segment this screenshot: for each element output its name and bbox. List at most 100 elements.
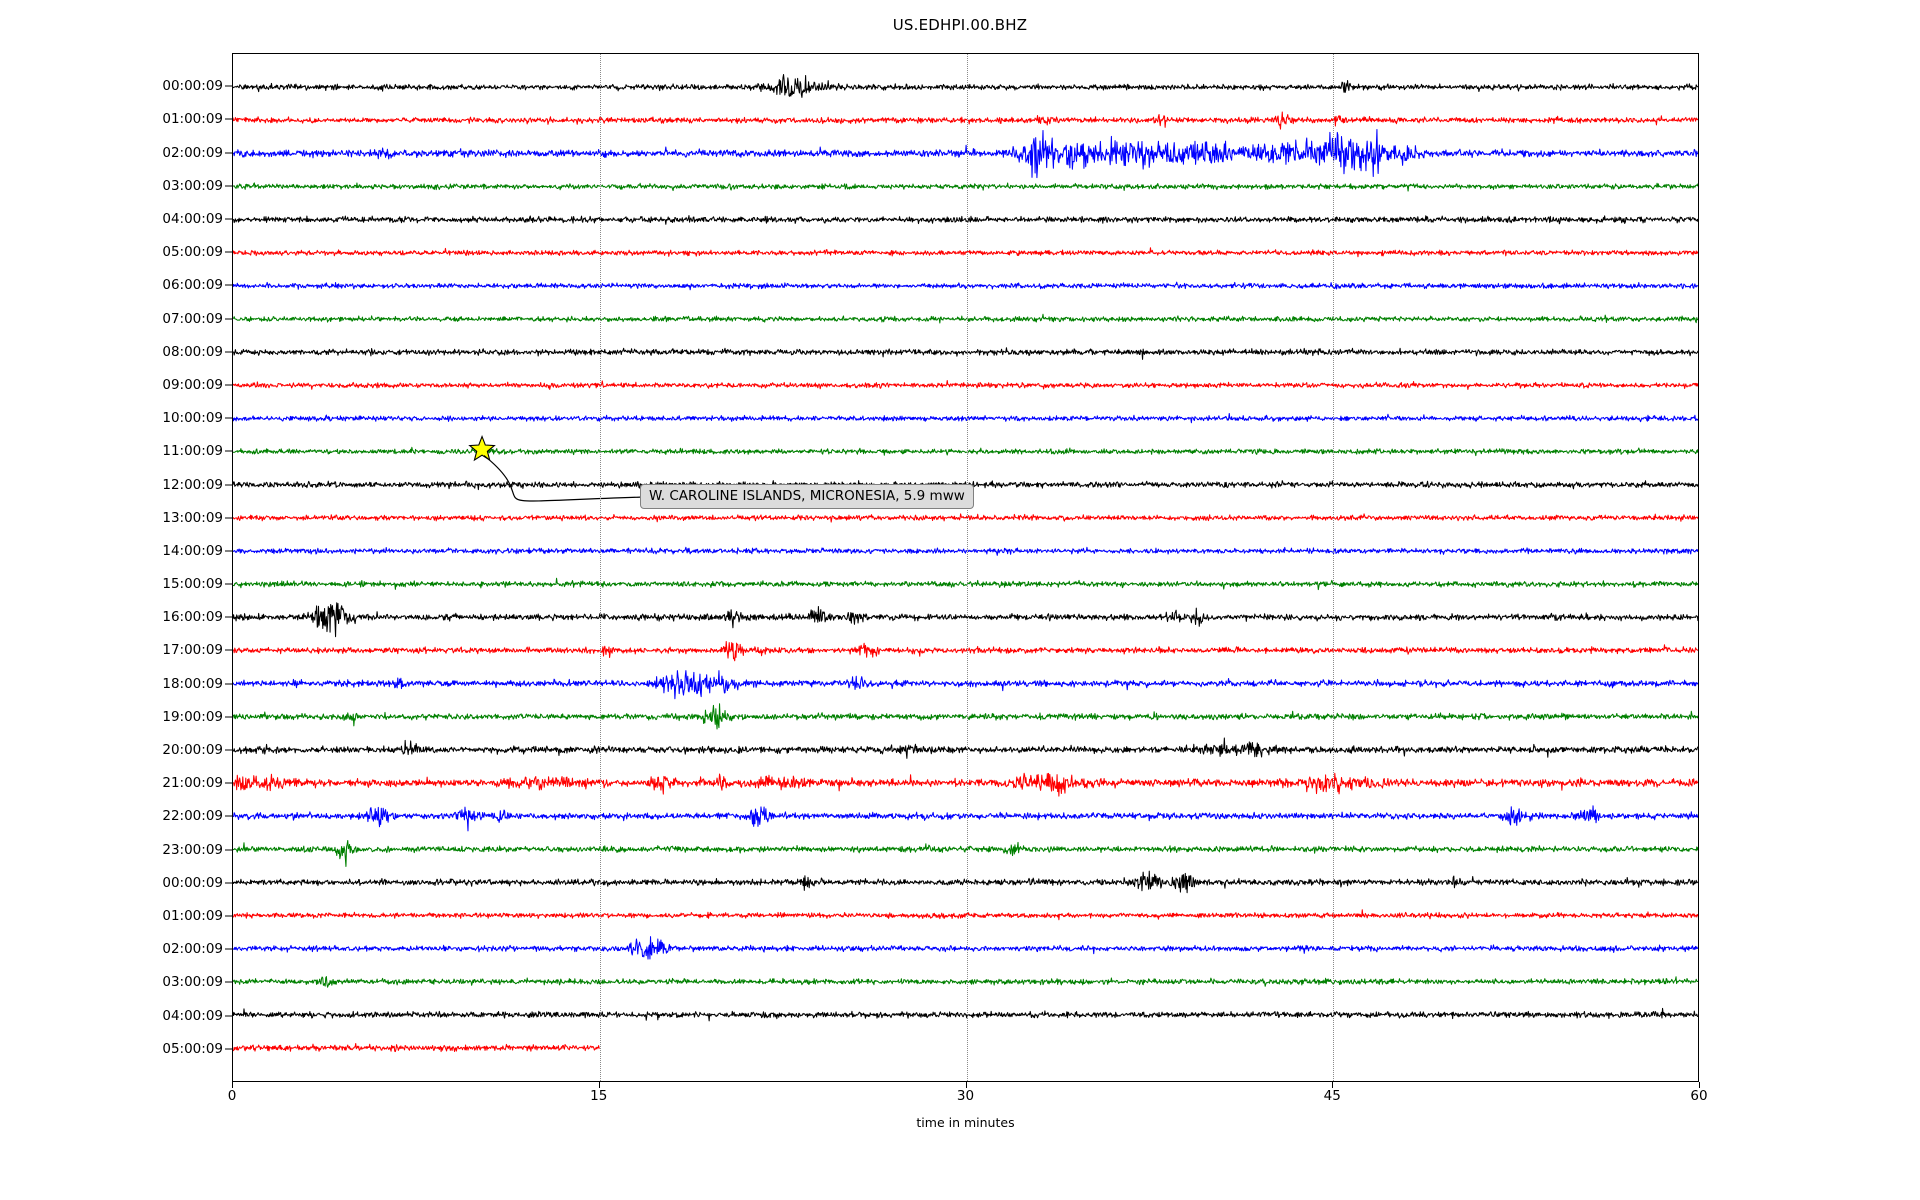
y-axis-tick-mark [225,849,232,851]
plot-area [232,53,1699,1082]
x-axis-tick-mark [1699,1082,1700,1088]
trace-row-19 [233,703,1698,730]
y-axis-tick-label: 07:00:09 [162,310,223,327]
gridline-minute-30 [966,54,968,1081]
y-axis-tick-label: 08:00:09 [162,343,223,360]
y-axis-tick-label: 05:00:09 [162,1040,223,1057]
y-axis-tick-mark [225,815,232,817]
trace-row-4 [233,215,1698,225]
gridline-minute-15 [599,54,601,1081]
y-axis-tick-label: 12:00:09 [162,476,223,493]
y-axis-tick-label: 09:00:09 [162,376,223,393]
trace-row-24 [233,870,1698,894]
trace-row-25 [233,909,1698,921]
y-axis-tick-label: 04:00:09 [162,210,223,227]
y-axis-tick-label: 13:00:09 [162,509,223,526]
x-axis-tick-label: 15 [590,1088,608,1104]
y-axis-tick-label: 04:00:09 [162,1007,223,1024]
trace-row-28 [233,1007,1698,1022]
x-axis-tick-label: 45 [1323,1088,1341,1104]
trace-row-3 [233,182,1698,192]
y-axis-tick-mark [225,251,232,253]
trace-row-7 [233,313,1698,324]
plot-inner [233,54,1698,1081]
y-axis-tick-mark [225,948,232,950]
trace-row-5 [233,247,1698,258]
event-annotation-label[interactable]: W. CAROLINE ISLANDS, MICRONESIA, 5.9 mww [640,484,974,510]
y-axis-tick-label: 20:00:09 [162,742,223,759]
y-axis-tick-mark [225,284,232,286]
y-axis-tick-label: 01:00:09 [162,111,223,128]
y-axis-tick-mark [225,716,232,718]
trace-row-17 [233,641,1698,662]
y-axis-tick-mark [225,915,232,917]
y-axis-tick-mark [225,749,232,751]
y-axis-tick-label: 01:00:09 [162,908,223,925]
y-axis-tick-label: 17:00:09 [162,642,223,659]
y-axis-tick-mark [225,185,232,187]
seismogram-traces [233,74,1698,1053]
y-axis-tick-mark [225,450,232,452]
y-axis-tick-label: 15:00:09 [162,576,223,593]
y-axis-tick-label: 00:00:09 [162,874,223,891]
y-axis-tick-label: 11:00:09 [162,443,223,460]
trace-row-26 [233,936,1698,960]
y-axis-tick-mark [225,351,232,353]
y-axis-tick-mark [225,1015,232,1017]
y-axis-tick-label: 02:00:09 [162,144,223,161]
page-title: US.EDHPI.00.BHZ [892,16,1028,34]
x-axis-label: time in minutes [916,1115,1015,1130]
trace-row-22 [233,805,1698,832]
trace-row-1 [233,111,1698,130]
trace-row-10 [233,412,1698,424]
trace-row-15 [233,577,1698,591]
x-axis-tick-label: 60 [1690,1088,1708,1104]
y-axis-tick-mark [225,683,232,685]
y-axis-tick-mark [225,118,232,120]
trace-row-9 [233,380,1698,390]
x-axis-tick-mark [232,1082,233,1088]
y-axis-tick-label: 03:00:09 [162,177,223,194]
y-axis-tick-label: 22:00:09 [162,808,223,825]
y-axis-tick-mark [225,384,232,386]
y-axis-tick-label: 03:00:09 [162,974,223,991]
star-marker[interactable] [468,435,496,462]
y-axis-tick-mark [225,550,232,552]
trace-row-12 [233,480,1698,491]
trace-row-20 [233,737,1698,759]
trace-row-0 [233,74,1698,98]
y-axis-tick-mark [225,152,232,154]
trace-row-13 [233,513,1698,523]
y-axis-tick-label: 14:00:09 [162,542,223,559]
trace-row-18 [233,670,1698,700]
y-axis-tick-mark [225,882,232,884]
gridline-minute-45 [1333,54,1335,1081]
y-axis-tick-mark [225,1048,232,1050]
trace-row-6 [233,281,1698,291]
y-axis-tick-column: 00:00:09 01:00:09 02:00:09 03:00:09 04:00:09… [0,53,232,1082]
x-axis-tick-mark [965,1082,967,1088]
y-axis-tick-mark [225,782,232,784]
y-axis-tick-mark [225,484,232,486]
y-axis-tick-label: 21:00:09 [162,775,223,792]
y-axis-tick-mark [225,583,232,585]
y-axis-tick-label: 23:00:09 [162,841,223,858]
y-axis-tick-mark [225,85,232,87]
y-axis-tick-mark [225,649,232,651]
y-axis-tick-label: 19:00:09 [162,708,223,725]
trace-row-23 [233,839,1698,867]
y-axis-tick-mark [225,981,232,983]
annotation-leader-line [483,455,641,502]
trace-row-27 [233,976,1698,988]
y-axis-tick-label: 00:00:09 [162,78,223,95]
x-axis-tick-label: 0 [227,1088,237,1104]
y-axis-tick-mark [225,417,232,419]
y-axis-tick-label: 10:00:09 [162,410,223,427]
y-axis-tick-label: 06:00:09 [162,277,223,294]
trace-row-11 [233,446,1698,457]
trace-row-8 [233,347,1698,360]
trace-row-2 [233,129,1698,179]
trace-row-14 [233,546,1698,556]
trace-row-16 [233,602,1698,638]
